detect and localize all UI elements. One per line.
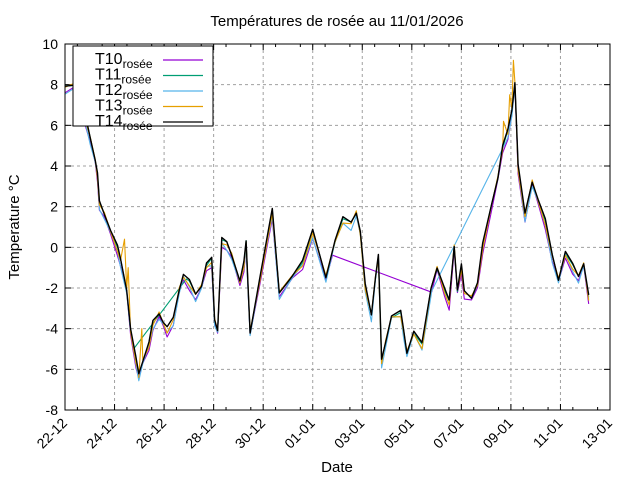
y-tick-label: 8 — [50, 77, 58, 93]
y-axis-label: Temperature °C — [6, 174, 23, 279]
legend-box — [72, 45, 214, 127]
y-tick-label: 6 — [50, 117, 58, 133]
chart-title: Températures de rosée au 11/01/2026 — [210, 13, 463, 30]
legend-label-t11: T11rosée — [95, 67, 152, 87]
x-tick-label: 24-12 — [83, 415, 120, 452]
plot-border — [64, 43, 611, 411]
x-axis-label: Date — [321, 459, 353, 476]
x-tick-label: 22-12 — [33, 415, 70, 452]
x-tick-label: 03-01 — [331, 415, 368, 452]
y-tick-label: 2 — [50, 199, 58, 215]
y-tick-label: 10 — [42, 36, 58, 52]
x-tick-label: 28-12 — [182, 415, 219, 452]
series-line-t14 — [64, 82, 590, 375]
x-tick-label: 09-01 — [479, 415, 516, 452]
legend-label-t13: T13rosée — [95, 98, 153, 118]
x-tick-label: 30-12 — [232, 415, 269, 452]
legend-label-t14: T14rosée — [95, 113, 153, 133]
x-tick-label: 26-12 — [133, 415, 170, 452]
y-tick-label: 4 — [50, 158, 58, 174]
y-tick-label: 0 — [50, 239, 58, 255]
y-tick-label: -6 — [46, 361, 59, 377]
y-tick-label: -2 — [46, 280, 59, 296]
x-tick-label: 01-01 — [281, 415, 318, 452]
y-tick-label: -8 — [46, 402, 59, 418]
x-tick-label: 13-01 — [578, 415, 615, 452]
y-tick-label: -4 — [46, 321, 59, 337]
legend-label-t10: T10rosée — [95, 51, 153, 71]
x-tick-label: 07-01 — [430, 415, 467, 452]
series-lines — [64, 59, 590, 382]
legend-label-t12: T12rosée — [95, 82, 153, 102]
x-tick-label: 05-01 — [380, 415, 417, 452]
x-tick-label: 11-01 — [530, 415, 566, 451]
